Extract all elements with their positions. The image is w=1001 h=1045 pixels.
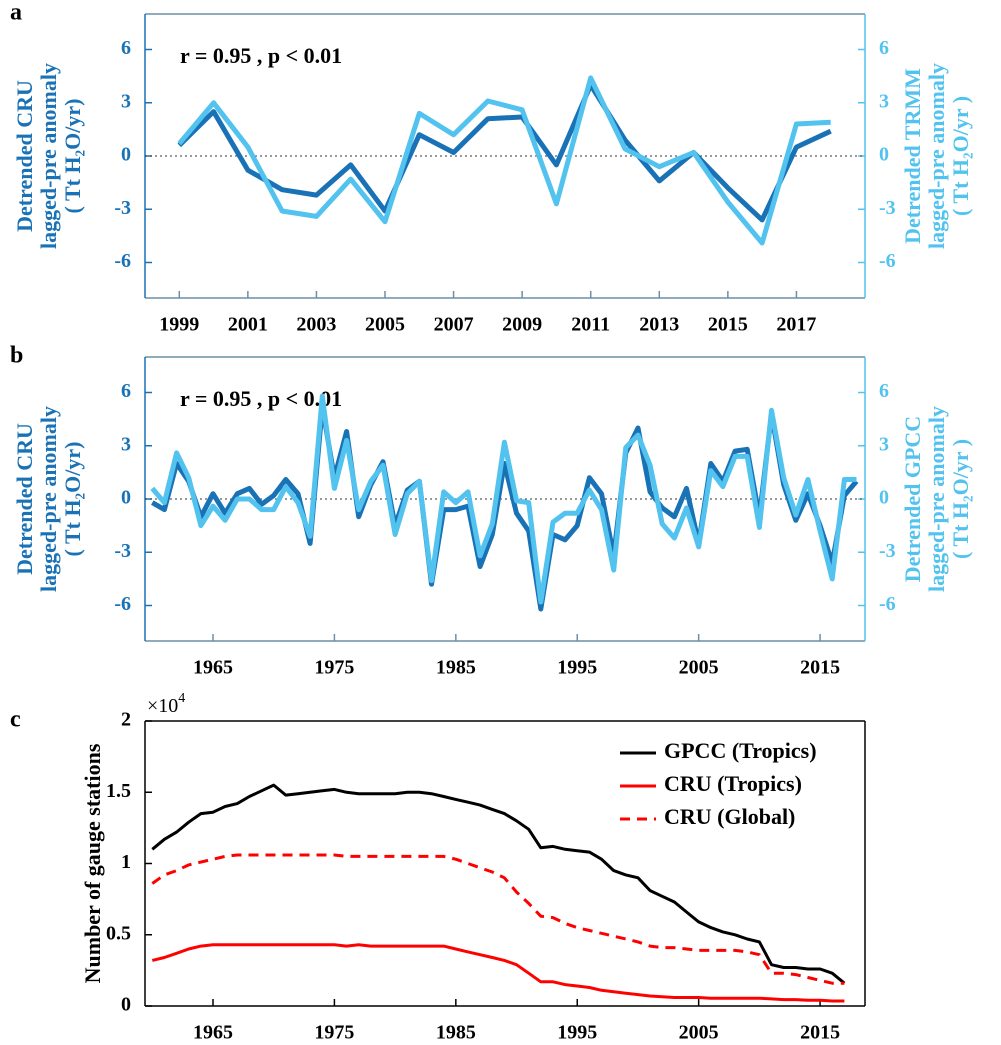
- y-tick-label: 0.5: [106, 922, 131, 944]
- x-tick-label: 1985: [436, 1022, 476, 1044]
- series-line: [150, 393, 857, 605]
- y-axis-label: ( Tt H₂O/yr): [60, 99, 85, 214]
- x-tick-label: 2001: [228, 314, 268, 336]
- y-tick-label: -3: [114, 540, 131, 562]
- y-axis-label: Number of gauge stations: [80, 743, 105, 983]
- annotation: r = 0.95 , p < 0.01: [180, 43, 342, 68]
- x-tick-label: 1995: [557, 657, 597, 679]
- legend-label: GPCC (Tropics): [664, 738, 817, 763]
- y-tick-label: -6: [114, 593, 131, 615]
- y2-axis-label: ( Tt H₂O/yr ): [948, 96, 973, 216]
- x-tick-label: 1975: [314, 657, 354, 679]
- panel-label: c: [10, 707, 21, 733]
- series-line: [151, 943, 845, 1003]
- x-tick-label: 2005: [679, 657, 719, 679]
- y-axis-label: lagged-pre anomaly: [36, 406, 61, 592]
- y-multiplier-base: ×10: [147, 695, 178, 717]
- y-tick-label: 2: [121, 709, 131, 731]
- x-tick-label: 1999: [159, 314, 199, 336]
- x-tick-label: 2015: [800, 657, 840, 679]
- x-tick-label: 2009: [502, 314, 542, 336]
- series-line: [151, 853, 845, 985]
- y2-tick-label: 6: [879, 37, 889, 59]
- legend-label: CRU (Tropics): [664, 771, 802, 796]
- x-tick-label: 2007: [434, 314, 474, 336]
- y2-tick-label: 3: [879, 433, 889, 455]
- x-tick-label: 2013: [639, 314, 679, 336]
- y-multiplier: ×104: [147, 691, 185, 716]
- y-tick-label: 6: [121, 37, 131, 59]
- y2-axis-label: lagged-pre anomaly: [924, 63, 949, 249]
- y-axis-label: Detrended CRU: [12, 423, 37, 575]
- y-tick-label: 0: [121, 144, 131, 166]
- series-line: [151, 404, 859, 612]
- x-tick-label: 2011: [571, 314, 610, 336]
- x-tick-label: 2015: [708, 314, 748, 336]
- annotation: r = 0.95 , p < 0.01: [180, 386, 342, 411]
- y2-axis-label: Detrended TRMM: [900, 68, 925, 244]
- y-tick-label: 1: [121, 851, 131, 873]
- y-tick-label: 1.5: [106, 780, 131, 802]
- x-tick-label: 1995: [557, 1022, 597, 1044]
- x-tick-label: 2015: [800, 1022, 840, 1044]
- panel-label: b: [10, 343, 23, 369]
- y-multiplier-exponent: 4: [178, 691, 185, 706]
- x-tick-label: 1975: [314, 1022, 354, 1044]
- x-tick-label: 2005: [679, 1022, 719, 1044]
- x-tick-label: 1985: [436, 657, 476, 679]
- y2-tick-label: 0: [879, 487, 889, 509]
- y-tick-label: -3: [114, 197, 131, 219]
- y2-tick-label: 6: [879, 380, 889, 402]
- series-line: [177, 75, 831, 246]
- y2-tick-label: -3: [879, 540, 896, 562]
- y-axis-label: lagged-pre anomaly: [36, 63, 61, 249]
- y-tick-label: 3: [121, 90, 131, 112]
- y-axis-label: Detrended CRU: [12, 80, 37, 232]
- y-tick-label: 0: [121, 994, 131, 1016]
- y-tick-label: 3: [121, 433, 131, 455]
- y2-tick-label: -6: [879, 593, 896, 615]
- y2-axis-label: ( Tt H₂O/yr ): [948, 439, 973, 559]
- x-tick-label: 1965: [193, 657, 233, 679]
- x-tick-label: 2017: [776, 314, 816, 336]
- x-tick-label: 1965: [193, 1022, 233, 1044]
- x-tick-label: 2003: [296, 314, 336, 336]
- y-tick-label: -6: [114, 250, 131, 272]
- y2-axis-label: lagged-pre anomaly: [924, 406, 949, 592]
- y2-tick-label: -3: [879, 197, 896, 219]
- series-line: [151, 783, 846, 985]
- panel-label: a: [10, 0, 22, 26]
- legend-label: CRU (Global): [664, 804, 795, 829]
- series-line: [177, 82, 832, 223]
- x-tick-label: 2005: [365, 314, 405, 336]
- y2-axis-label: Detrended GPCC: [900, 416, 925, 582]
- y2-tick-label: -6: [879, 250, 896, 272]
- y2-tick-label: 0: [879, 144, 889, 166]
- y-tick-label: 0: [121, 487, 131, 509]
- y2-tick-label: 3: [879, 90, 889, 112]
- y-tick-label: 6: [121, 380, 131, 402]
- y-axis-label: ( Tt H₂O/yr): [60, 442, 85, 557]
